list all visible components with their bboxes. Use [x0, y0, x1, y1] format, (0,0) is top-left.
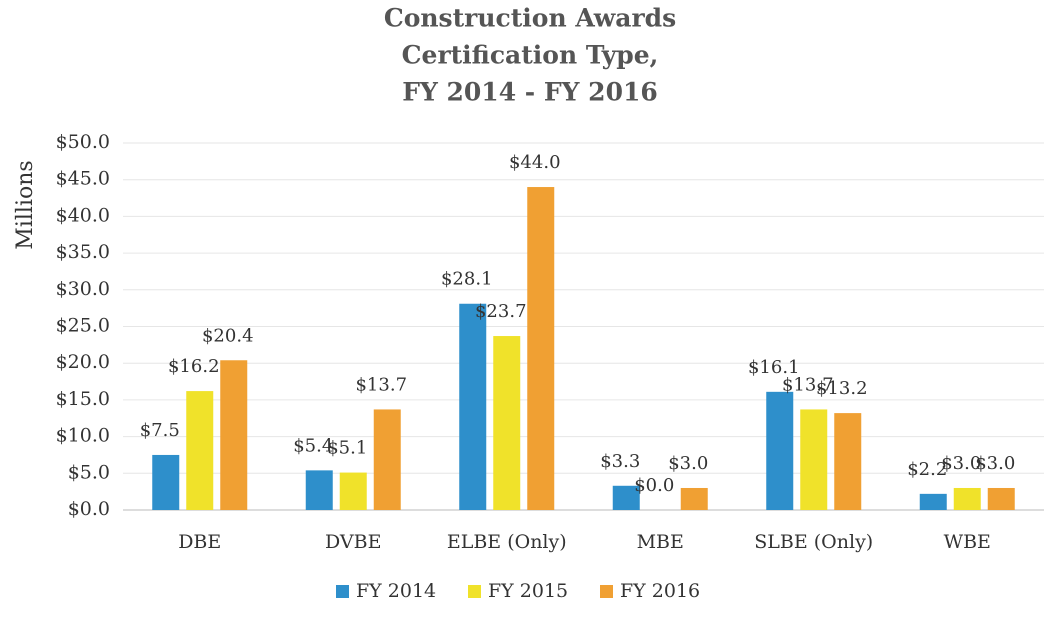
- y-tick-label: $25.0: [56, 315, 110, 337]
- x-tick-label: WBE: [944, 531, 991, 553]
- data-label: $3.0: [668, 453, 708, 474]
- legend-label: FY 2015: [488, 580, 568, 602]
- bar: [373, 409, 401, 510]
- data-label: $13.7: [355, 374, 407, 395]
- data-label: $23.7: [475, 301, 527, 322]
- y-tick-label: $0.0: [68, 498, 110, 520]
- data-label: $16.1: [748, 357, 800, 378]
- legend-swatch: [600, 585, 613, 598]
- bar: [459, 303, 487, 510]
- data-label: $2.2: [907, 459, 947, 480]
- bar: [305, 470, 333, 510]
- y-axis-label: Millions: [13, 160, 38, 249]
- chart-title: Certification Type,: [402, 41, 659, 70]
- bar: [186, 391, 214, 510]
- data-label: $7.5: [140, 420, 180, 441]
- bar: [919, 493, 947, 510]
- data-label: $20.4: [202, 325, 254, 346]
- data-label: $3.0: [975, 453, 1015, 474]
- y-tick-label: $30.0: [56, 278, 110, 300]
- bar: [953, 487, 981, 510]
- x-tick-label: DBE: [178, 531, 221, 553]
- data-label: $44.0: [509, 152, 561, 173]
- y-tick-label: $5.0: [68, 461, 110, 483]
- y-tick-label: $50.0: [56, 131, 110, 153]
- data-label: $13.2: [816, 378, 868, 399]
- x-tick-label: MBE: [637, 531, 684, 553]
- bar: [220, 360, 248, 510]
- bar: [834, 413, 862, 510]
- chart-title: Construction Awards: [384, 4, 676, 33]
- x-tick-label: ELBE (Only): [447, 531, 567, 553]
- bar: [493, 336, 521, 510]
- bar: [339, 472, 367, 510]
- legend-swatch: [468, 585, 481, 598]
- bar: [527, 187, 555, 511]
- data-label: $5.1: [327, 438, 367, 459]
- legend-label: FY 2014: [356, 580, 436, 602]
- y-tick-label: $10.0: [56, 425, 110, 447]
- y-tick-label: $35.0: [56, 241, 110, 263]
- bar: [766, 391, 794, 510]
- data-label: $16.2: [168, 356, 220, 377]
- data-label: $3.0: [941, 453, 981, 474]
- y-tick-label: $45.0: [56, 168, 110, 190]
- x-tick-label: DVBE: [325, 531, 381, 553]
- legend-label: FY 2016: [620, 580, 700, 602]
- bar: [152, 454, 180, 510]
- y-tick-label: $40.0: [56, 204, 110, 226]
- x-tick-label: SLBE (Only): [754, 531, 873, 553]
- bar: [800, 409, 828, 510]
- data-label: $3.3: [600, 451, 640, 472]
- data-label: $0.0: [634, 475, 674, 496]
- data-label: $13.7: [782, 374, 834, 395]
- y-tick-label: $20.0: [56, 351, 110, 373]
- data-label: $28.1: [441, 269, 493, 290]
- legend-swatch: [336, 585, 349, 598]
- bar: [680, 487, 708, 510]
- bar: [987, 487, 1015, 510]
- y-tick-label: $15.0: [56, 388, 110, 410]
- bar: [612, 485, 640, 510]
- data-label: $5.4: [293, 435, 333, 456]
- chart-title: FY 2014 - FY 2016: [402, 78, 658, 107]
